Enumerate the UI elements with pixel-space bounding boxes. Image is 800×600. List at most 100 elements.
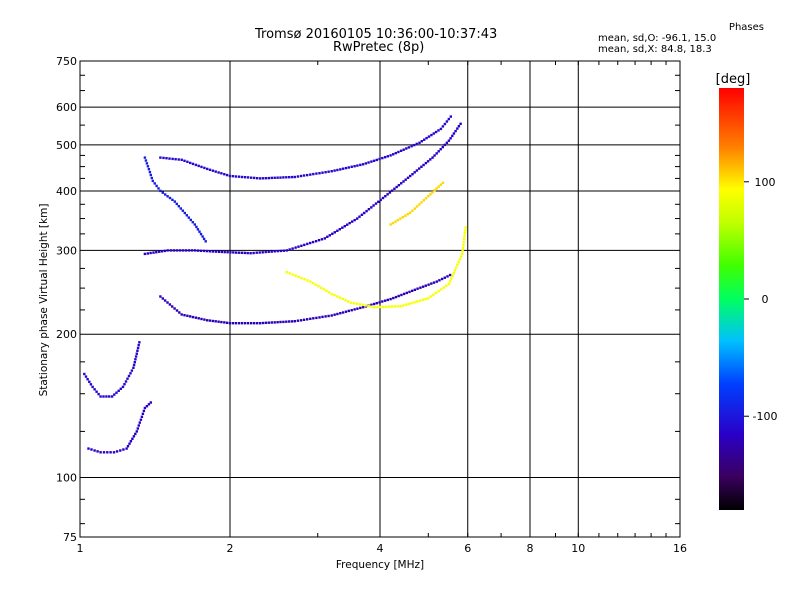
data-point <box>214 250 218 253</box>
x-tick-label: 2 <box>227 542 234 555</box>
data-point <box>162 156 165 160</box>
data-point <box>300 276 303 280</box>
data-point <box>234 175 238 178</box>
data-point <box>223 250 226 254</box>
data-point <box>246 251 249 255</box>
data-point <box>370 303 373 306</box>
data-point <box>393 305 396 308</box>
data-point <box>196 249 199 252</box>
y-tick-label: 300 <box>56 244 77 257</box>
data-point <box>194 316 198 319</box>
data-point <box>425 136 428 140</box>
data-point <box>202 237 206 241</box>
data-point <box>449 115 452 118</box>
data-point <box>237 251 241 254</box>
data-point <box>119 449 122 452</box>
phase-stats-heading: Phases <box>728 22 764 33</box>
data-point <box>110 395 114 398</box>
data-point <box>404 214 407 217</box>
data-point <box>299 319 303 322</box>
data-point <box>84 375 88 378</box>
data-point <box>237 322 241 325</box>
data-point <box>410 145 413 148</box>
colorbar-tick-label: -100 <box>753 410 778 423</box>
data-point <box>206 167 209 171</box>
data-point <box>199 249 202 252</box>
data-point <box>404 178 407 181</box>
data-point <box>314 240 318 243</box>
data-point <box>441 181 445 184</box>
colorbar-tick-label: 100 <box>755 176 776 189</box>
data-point <box>179 207 182 210</box>
data-point <box>130 369 134 372</box>
data-point <box>421 298 424 302</box>
data-point <box>261 321 265 325</box>
data-point <box>418 167 421 170</box>
data-point <box>282 320 285 324</box>
data-point <box>282 176 285 179</box>
data-point <box>125 447 128 450</box>
data-point <box>356 307 359 310</box>
data-point <box>256 322 259 325</box>
data-point <box>126 377 129 380</box>
data-point <box>341 311 345 314</box>
data-point <box>143 252 147 256</box>
y-tick-label: 750 <box>56 55 77 68</box>
data-point <box>132 363 136 367</box>
data-point <box>464 229 467 232</box>
data-point <box>105 395 108 398</box>
data-point <box>196 228 200 231</box>
data-point <box>427 283 430 286</box>
data-point <box>243 322 247 325</box>
data-point <box>439 127 443 131</box>
data-point <box>383 299 387 302</box>
data-point <box>181 249 184 252</box>
data-point <box>431 156 434 159</box>
data-point <box>291 247 294 250</box>
data-point <box>317 285 320 288</box>
data-point <box>453 269 457 272</box>
data-point <box>426 160 430 163</box>
data-point <box>456 127 459 130</box>
data-point <box>136 346 140 350</box>
data-point <box>155 251 158 254</box>
data-point <box>461 252 464 256</box>
data-point <box>187 249 190 252</box>
data-point <box>288 176 291 179</box>
data-point <box>276 176 279 179</box>
data-point <box>443 122 447 126</box>
data-point <box>315 316 318 320</box>
data-point <box>171 305 174 308</box>
data-point <box>234 322 238 325</box>
y-tick-label: 600 <box>56 101 77 114</box>
data-point <box>432 132 435 135</box>
data-points <box>83 115 467 454</box>
data-point <box>189 161 192 165</box>
data-point <box>330 292 333 296</box>
data-point <box>235 251 238 254</box>
y-tick-label: 75 <box>63 531 77 544</box>
data-point <box>128 442 131 445</box>
data-point <box>134 358 137 361</box>
data-point <box>402 148 405 151</box>
data-point <box>386 298 389 302</box>
data-point <box>217 171 220 174</box>
data-point <box>183 314 186 317</box>
data-point <box>138 421 141 424</box>
data-point <box>359 163 362 167</box>
data-point <box>276 321 279 324</box>
data-point <box>303 243 306 247</box>
data-point <box>186 160 189 163</box>
data-point <box>461 246 465 250</box>
data-point <box>127 374 131 378</box>
data-point <box>372 204 375 207</box>
colorbar-ticks: 100 0 -100 <box>744 176 777 423</box>
data-point <box>158 250 161 253</box>
data-point <box>136 349 139 352</box>
data-point <box>364 162 368 165</box>
x-tick-label: 10 <box>571 542 585 555</box>
data-point <box>293 175 297 179</box>
data-point <box>306 279 309 282</box>
data-point <box>386 193 389 196</box>
data-point <box>270 176 273 180</box>
